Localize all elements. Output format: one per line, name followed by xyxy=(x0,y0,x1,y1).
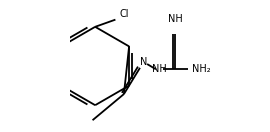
Text: NH₂: NH₂ xyxy=(192,64,210,74)
Text: NH: NH xyxy=(168,14,183,24)
Text: N: N xyxy=(140,57,147,67)
Text: Cl: Cl xyxy=(120,9,130,19)
Text: NH: NH xyxy=(152,64,167,74)
